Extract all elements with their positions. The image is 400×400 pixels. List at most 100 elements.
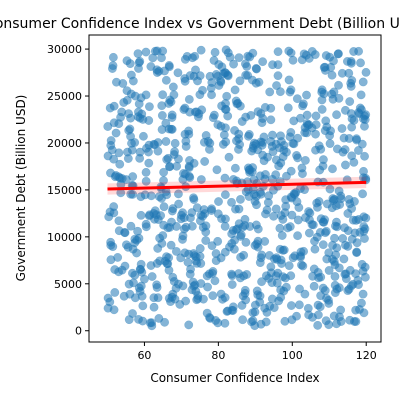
data-point (214, 60, 224, 69)
data-point (340, 223, 349, 233)
data-point (122, 147, 132, 157)
data-point (285, 222, 295, 232)
data-point (236, 252, 246, 262)
data-point (119, 291, 129, 301)
data-point (325, 184, 335, 194)
data-point (275, 244, 285, 254)
data-point (359, 308, 369, 318)
data-point (103, 122, 113, 131)
data-point (360, 272, 370, 282)
data-point (249, 138, 259, 148)
data-point (124, 315, 134, 325)
data-point (205, 313, 215, 323)
data-point (304, 228, 314, 238)
data-point (361, 67, 371, 77)
data-point (274, 161, 284, 171)
data-point (349, 157, 359, 167)
data-point (201, 236, 211, 246)
y-axis-label: Government Debt (Billion USD) (14, 95, 28, 282)
data-point (360, 234, 369, 244)
data-point (152, 283, 162, 292)
data-point (276, 285, 286, 295)
data-point (284, 75, 294, 85)
data-point (268, 147, 278, 157)
data-point (287, 315, 297, 325)
data-point (211, 69, 221, 79)
data-point (310, 236, 319, 246)
data-point (244, 130, 254, 139)
data-point (302, 90, 311, 100)
data-point (129, 278, 138, 288)
data-point (156, 211, 166, 221)
data-point (263, 198, 273, 207)
data-point (358, 189, 368, 199)
data-point (251, 63, 261, 73)
data-point (238, 315, 248, 325)
data-point (168, 272, 178, 282)
data-point (294, 300, 304, 310)
data-point (175, 300, 185, 309)
data-point (259, 132, 269, 142)
data-point (214, 197, 223, 207)
data-point (138, 316, 148, 326)
y-tick-label: 25000 (47, 90, 82, 103)
data-point (334, 49, 343, 59)
data-point (138, 131, 148, 141)
data-point (170, 138, 180, 148)
data-point (139, 274, 149, 284)
plot-area (103, 45, 371, 331)
data-point (230, 85, 240, 95)
data-point (195, 251, 205, 261)
data-point (340, 240, 350, 250)
data-point (280, 208, 290, 218)
data-point (238, 291, 248, 301)
data-point (196, 45, 206, 55)
data-point (260, 170, 270, 179)
data-point (313, 202, 322, 212)
data-point (267, 278, 277, 288)
data-point (347, 75, 357, 85)
data-point (324, 248, 334, 258)
data-point (173, 68, 183, 78)
data-point (286, 301, 296, 311)
data-point (187, 221, 197, 231)
data-point (356, 90, 366, 100)
data-point (328, 94, 338, 104)
data-point (265, 87, 275, 97)
data-point (259, 156, 269, 166)
data-point (258, 114, 268, 123)
data-point (167, 217, 176, 227)
data-point (229, 59, 239, 69)
data-point (286, 48, 296, 58)
data-point (159, 202, 169, 212)
data-point (168, 82, 178, 92)
data-point (141, 176, 151, 186)
data-point (293, 215, 303, 225)
data-point (158, 90, 168, 100)
data-point (114, 148, 124, 158)
data-point (339, 133, 349, 143)
data-point (341, 160, 350, 170)
data-point (223, 70, 233, 80)
data-point (266, 115, 276, 125)
data-point (149, 302, 159, 312)
data-point (303, 303, 313, 313)
chart-title: Consumer Confidence Index vs Government … (0, 16, 400, 32)
data-point (113, 252, 123, 262)
data-point (343, 209, 353, 218)
data-point (159, 167, 169, 177)
data-point (286, 271, 296, 281)
data-point (257, 277, 267, 287)
data-point (240, 59, 250, 69)
data-point (307, 220, 317, 229)
data-point (278, 152, 288, 162)
data-point (211, 249, 221, 259)
data-point (122, 86, 132, 96)
data-point (220, 190, 230, 200)
y-tick-label: 15000 (47, 184, 82, 197)
data-point (295, 284, 304, 294)
data-point (336, 305, 346, 315)
trend-line (107, 180, 367, 191)
data-point (173, 189, 183, 199)
data-point (157, 101, 167, 111)
